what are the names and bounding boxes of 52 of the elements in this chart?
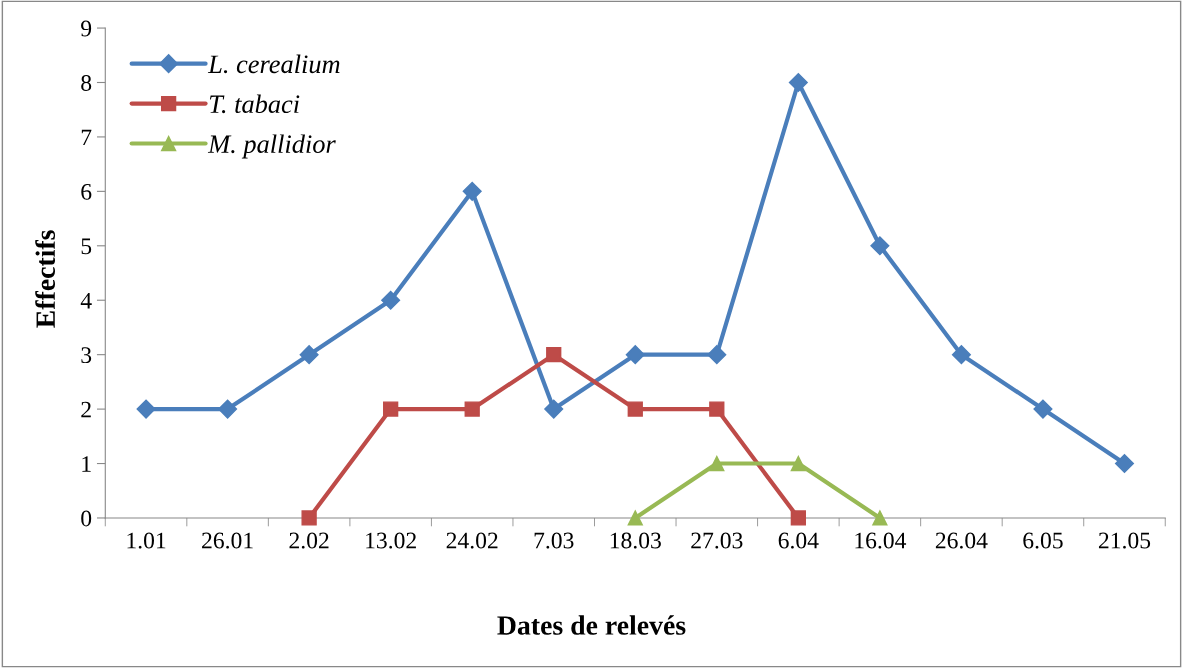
x-tick-label: 6.04 xyxy=(778,532,819,549)
legend-label: M. pallidior xyxy=(207,134,336,159)
point xyxy=(301,510,317,526)
y-tick-label: 3 xyxy=(81,347,92,364)
point xyxy=(627,510,643,526)
x-tick-label: 2.02 xyxy=(289,532,329,549)
x-tick-label: 21.05 xyxy=(1098,532,1151,549)
x-tick-label: 6.05 xyxy=(1023,532,1063,549)
point xyxy=(707,345,727,365)
x-tick-label: 26.01 xyxy=(202,532,253,549)
legend-label: T. tabaci xyxy=(209,94,300,114)
point xyxy=(1033,399,1053,419)
point xyxy=(464,401,480,417)
x-tick-label: 24.02 xyxy=(446,532,498,549)
x-tick-label: 16.04 xyxy=(855,532,907,549)
point xyxy=(1114,453,1135,474)
point xyxy=(546,347,562,363)
y-tick-label: 8 xyxy=(81,74,92,91)
x-tick-label: 27.03 xyxy=(691,532,743,549)
point xyxy=(544,399,564,419)
y-tick-label: 7 xyxy=(81,129,92,146)
point xyxy=(462,181,482,201)
point xyxy=(709,401,725,417)
point xyxy=(788,72,808,93)
point xyxy=(790,455,806,472)
point xyxy=(709,455,725,472)
point xyxy=(872,510,888,526)
point xyxy=(790,510,806,526)
x-axis-title: Dates de relevés xyxy=(497,615,686,635)
point xyxy=(951,345,971,365)
legend-label: L. cerealium xyxy=(207,54,340,74)
point xyxy=(136,399,156,419)
y-tick-label: 9 xyxy=(81,20,92,37)
point xyxy=(627,401,643,417)
y-tick-label: 4 xyxy=(80,292,92,309)
y-axis-title: Effectifs xyxy=(35,230,56,328)
y-tick-label: 0 xyxy=(81,510,92,527)
x-tick-label: 1.01 xyxy=(127,532,166,549)
point xyxy=(383,401,399,417)
x-tick-label: 13.02 xyxy=(366,532,416,549)
point xyxy=(625,345,645,365)
point xyxy=(218,399,238,419)
point xyxy=(299,345,319,365)
point xyxy=(381,290,401,310)
x-tick-label: 7.03 xyxy=(534,532,574,549)
point xyxy=(870,236,890,256)
y-tick-label: 5 xyxy=(81,238,92,255)
y-tick-label: 1 xyxy=(82,456,91,472)
y-tick-label: 6 xyxy=(81,183,92,200)
y-tick-label: 2 xyxy=(81,401,91,418)
x-tick-label: 26.04 xyxy=(935,532,988,549)
x-tick-label: 18.03 xyxy=(610,532,661,549)
